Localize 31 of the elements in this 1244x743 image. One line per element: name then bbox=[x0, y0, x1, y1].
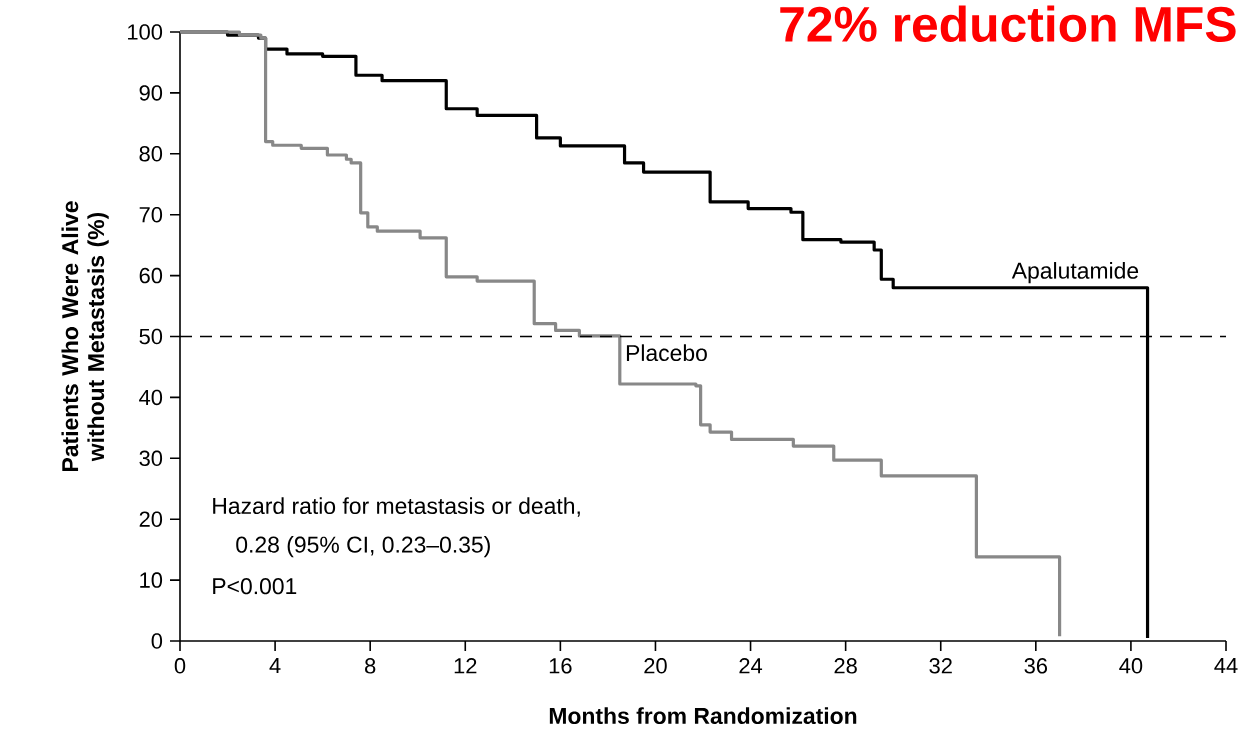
x-tick-label: 36 bbox=[1024, 658, 1048, 674]
x-tick-label: 44 bbox=[1214, 658, 1238, 674]
y-tick-label: 80 bbox=[139, 146, 163, 162]
y-tick-label: 60 bbox=[139, 267, 163, 284]
chart-title: 72% reduction MFS bbox=[780, 5, 1236, 42]
x-tick-label: 28 bbox=[834, 658, 857, 674]
annotation: Hazard ratio for metastasis or death, bbox=[213, 497, 580, 517]
x-tick-label: 16 bbox=[549, 658, 572, 674]
x-tick-label: 24 bbox=[739, 658, 763, 674]
y-axis-title: Patients Who Were Alive without Metastasis (%) bbox=[61, 201, 109, 471]
annotation: 0.28 (95% CI, 0.23–0.35) bbox=[236, 535, 490, 558]
x-tick-label: 40 bbox=[1119, 658, 1143, 674]
x-tick-label: 8 bbox=[365, 658, 376, 674]
x-tick-label: 4 bbox=[269, 658, 281, 674]
series-label: Placebo bbox=[626, 344, 707, 362]
y-tick-label: 40 bbox=[139, 389, 163, 406]
x-tick-label: 0 bbox=[174, 658, 186, 674]
x-tick-label: 32 bbox=[929, 658, 952, 674]
y-tick-label: 10 bbox=[140, 572, 163, 588]
y-tick-label: 90 bbox=[139, 85, 163, 101]
x-tick-label: 12 bbox=[454, 658, 477, 674]
x-axis-title: Months from Randomization bbox=[549, 707, 857, 725]
y-tick-label: 0 bbox=[151, 633, 163, 649]
annotation: P<0.001 bbox=[213, 578, 297, 595]
y-tick-label: 30 bbox=[139, 450, 163, 467]
y-tick-label: 100 bbox=[128, 24, 163, 40]
series-label: Apalutamide bbox=[1011, 262, 1139, 284]
y-tick-label: 20 bbox=[139, 511, 163, 527]
x-tick-label: 20 bbox=[644, 658, 667, 674]
y-tick-label: 50 bbox=[139, 328, 163, 345]
y-tick-label: 70 bbox=[139, 206, 163, 223]
